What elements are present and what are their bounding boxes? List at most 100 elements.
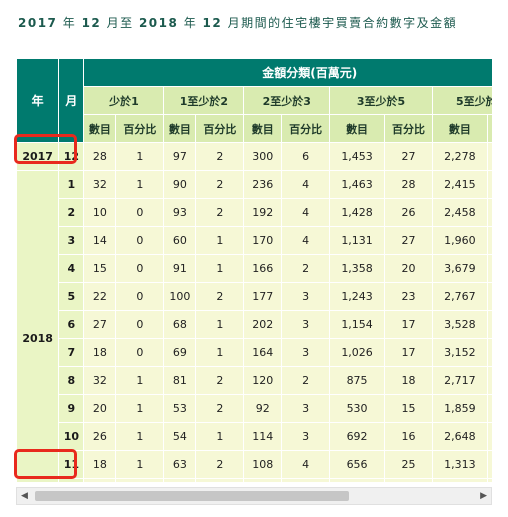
month-cell: 1 xyxy=(58,170,85,199)
percent-cell: 53 xyxy=(486,310,492,339)
count-cell: 28 xyxy=(83,142,117,171)
percent-cell: 18 xyxy=(384,366,433,395)
percent-cell: 4 xyxy=(281,226,331,255)
count-cell: 120 xyxy=(243,366,283,395)
scroll-left-icon[interactable]: ◀ xyxy=(21,491,28,501)
percent-cell: 46 xyxy=(486,226,492,255)
percent-header: 百分比 xyxy=(486,114,492,143)
table-row: 123124729045712891644 xyxy=(17,478,492,482)
percent-cell: 2 xyxy=(195,366,245,395)
percent-cell: 0 xyxy=(115,310,165,339)
count-cell: 3,528 xyxy=(432,310,488,339)
count-cell: 177 xyxy=(243,282,283,311)
count-cell: 530 xyxy=(329,394,385,423)
percent-header: 百分比 xyxy=(281,114,331,143)
percent-cell: 3 xyxy=(281,338,331,367)
percent-cell: 1 xyxy=(195,338,245,367)
count-cell: 3,152 xyxy=(432,338,488,367)
count-cell: 27 xyxy=(83,310,117,339)
year-cell: 2018 xyxy=(16,170,60,482)
percent-cell: 2 xyxy=(281,366,331,395)
count-cell: 1,358 xyxy=(329,254,385,283)
percent-cell: 2 xyxy=(195,142,245,171)
range-header: 1至少於2 xyxy=(163,86,245,115)
percent-cell: 4 xyxy=(281,478,331,482)
percent-cell: 0 xyxy=(115,254,165,283)
percent-cell: 17 xyxy=(384,310,433,339)
percent-cell: 3 xyxy=(281,394,331,423)
count-cell: 166 xyxy=(243,254,283,283)
count-cell: 1,243 xyxy=(329,282,385,311)
count-cell: 571 xyxy=(329,478,385,482)
count-cell: 68 xyxy=(163,310,197,339)
month-cell: 9 xyxy=(58,394,85,423)
percent-cell: 1 xyxy=(115,450,165,479)
count-header: 數目 xyxy=(243,114,283,143)
percent-header: 百分比 xyxy=(115,114,165,143)
scrollbar-thumb[interactable] xyxy=(35,491,349,501)
month-cell: 12 xyxy=(58,478,85,482)
percent-cell: 0 xyxy=(115,338,165,367)
count-cell: 18 xyxy=(83,338,117,367)
count-cell: 14 xyxy=(83,226,117,255)
scroll-right-icon[interactable]: ▶ xyxy=(480,491,487,501)
month-cell: 12 xyxy=(58,142,85,171)
count-cell: 656 xyxy=(329,450,385,479)
percent-cell: 0 xyxy=(115,282,165,311)
percent-cell: 26 xyxy=(384,198,433,227)
percent-cell: 55 xyxy=(486,254,492,283)
count-cell: 90 xyxy=(163,170,197,199)
count-cell: 1,453 xyxy=(329,142,385,171)
percent-cell: 2 xyxy=(195,394,245,423)
percent-cell: 17 xyxy=(384,338,433,367)
percent-cell: 0 xyxy=(115,198,165,227)
count-cell: 300 xyxy=(243,142,283,171)
percent-cell: 25 xyxy=(384,450,433,479)
count-cell: 22 xyxy=(83,282,117,311)
count-cell: 1,428 xyxy=(329,198,385,227)
count-cell: 1,313 xyxy=(432,450,488,479)
count-cell: 1,463 xyxy=(329,170,385,199)
percent-cell: 3 xyxy=(281,422,331,451)
count-cell: 15 xyxy=(83,254,117,283)
percent-cell: 20 xyxy=(384,254,433,283)
percent-cell: 56 xyxy=(486,366,492,395)
table-viewport[interactable]: 年 月 金額分類(百萬元) 少於11至少於22至少於33至少於55至少於10 數… xyxy=(16,58,492,482)
percent-cell: 4 xyxy=(281,170,331,199)
count-cell: 81 xyxy=(163,366,197,395)
range-header: 3至少於5 xyxy=(329,86,433,115)
count-cell: 2,767 xyxy=(432,282,488,311)
count-cell: 93 xyxy=(163,198,197,227)
count-cell: 90 xyxy=(243,478,283,482)
count-cell: 91 xyxy=(163,254,197,283)
percent-cell: 1 xyxy=(115,170,165,199)
percent-cell: 53 xyxy=(486,394,492,423)
count-cell: 916 xyxy=(432,478,488,482)
count-header: 數目 xyxy=(329,114,385,143)
highlight-2018-12 xyxy=(14,449,77,479)
percent-cell: 15 xyxy=(384,394,433,423)
sales-table: 年 月 金額分類(百萬元) 少於11至少於22至少於33至少於55至少於10 數… xyxy=(16,58,492,482)
percent-cell: 16 xyxy=(384,422,433,451)
count-cell: 31 xyxy=(83,478,117,482)
percent-cell: 4 xyxy=(281,450,331,479)
count-cell: 26 xyxy=(83,422,117,451)
count-cell: 32 xyxy=(83,170,117,199)
percent-header: 百分比 xyxy=(384,114,433,143)
count-cell: 92 xyxy=(243,394,283,423)
count-cell: 18 xyxy=(83,450,117,479)
percent-cell: 23 xyxy=(384,282,433,311)
count-cell: 63 xyxy=(163,450,197,479)
percent-cell: 50 xyxy=(486,450,492,479)
month-cell: 3 xyxy=(58,226,85,255)
count-cell: 10 xyxy=(83,198,117,227)
horizontal-scrollbar[interactable]: ◀ ▶ xyxy=(16,487,492,505)
count-cell: 2,648 xyxy=(432,422,488,451)
month-cell: 4 xyxy=(58,254,85,283)
percent-cell: 28 xyxy=(384,478,433,482)
count-cell: 2,458 xyxy=(432,198,488,227)
percent-cell: 1 xyxy=(195,226,245,255)
header-year: 年 xyxy=(16,58,60,143)
